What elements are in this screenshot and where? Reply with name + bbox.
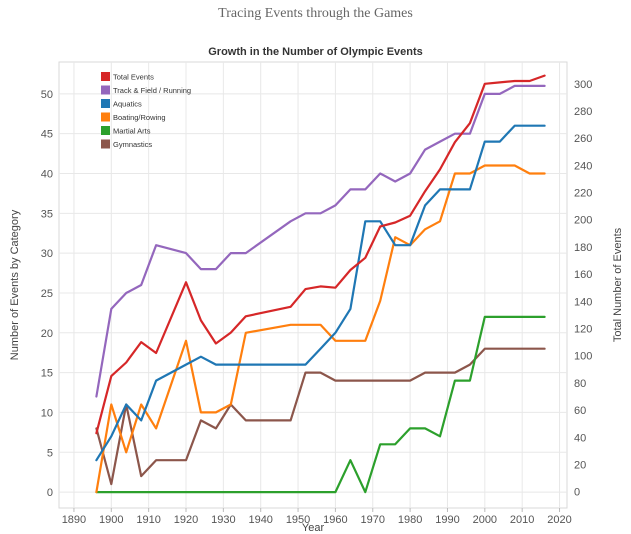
left-y-tick-label: 40 — [41, 169, 53, 181]
x-tick-label: 1920 — [174, 514, 198, 526]
left-y-tick-label: 5 — [47, 447, 53, 459]
right-y-tick-label: 200 — [574, 215, 592, 227]
left-y-tick-labels: 0 5 10 15 20 25 30 35 40 45 50 — [41, 89, 53, 499]
x-tick-label: 1980 — [398, 514, 422, 526]
left-y-tick-label: 20 — [41, 328, 53, 340]
x-tick-label: 1960 — [323, 514, 347, 526]
series-line-boating-rowing — [95, 164, 546, 494]
right-y-tick-label: 220 — [574, 188, 592, 200]
right-y-tick-label: 60 — [574, 405, 586, 417]
legend: Total Events Track & Field / Running Aquat… — [101, 72, 191, 149]
x-tick-label: 1890 — [62, 514, 86, 526]
series-line-martial-arts — [95, 315, 546, 494]
plot-frame — [58, 61, 568, 509]
left-y-tick-label: 15 — [41, 368, 53, 380]
right-y-tick-labels: 0 20 40 60 80 100 120 140 160 180 200 220 240 260 280 3… — [574, 79, 592, 499]
legend-label-aquatics: Aquatics — [113, 100, 142, 109]
right-y-tick-label: 240 — [574, 160, 592, 172]
right-y-tick-label: 300 — [574, 79, 592, 91]
x-tick-label: 1950 — [286, 514, 310, 526]
right-y-tick-label: 260 — [574, 133, 592, 145]
right-y-tick-label: 100 — [574, 351, 592, 363]
right-y-tick-label: 80 — [574, 378, 586, 390]
left-y-tick-label: 0 — [47, 487, 53, 499]
legend-label-boating-rowing: Boating/Rowing — [113, 113, 166, 122]
series-lines — [95, 74, 546, 494]
chart-title: Growth in the Number of Olympic Events — [208, 46, 423, 58]
x-tick-label: 2000 — [473, 514, 497, 526]
x-tick-labels: 1890 1900 1910 1920 1930 1940 1950 1960 1970 1980… — [62, 508, 572, 526]
left-y-tick-label: 45 — [41, 129, 53, 141]
right-y-tick-label: 180 — [574, 242, 592, 254]
x-tick-label: 1900 — [99, 514, 123, 526]
legend-swatch-aquatics — [101, 99, 110, 108]
series-line-total-events — [95, 74, 546, 435]
x-tick-label: 1990 — [435, 514, 459, 526]
page-title: Tracing Events through the Games — [218, 6, 413, 21]
legend-swatch-total-events — [101, 72, 110, 81]
right-y-tick-label: 140 — [574, 296, 592, 308]
left-y-axis-label: Number of Events by Category — [9, 209, 21, 360]
right-y-tick-label: 40 — [574, 432, 586, 444]
x-tick-label: 1910 — [136, 514, 160, 526]
right-y-tick-label: 280 — [574, 106, 592, 118]
left-y-tick-label: 10 — [41, 407, 53, 419]
series-line-aquatics — [95, 124, 546, 462]
left-y-tick-label: 50 — [41, 89, 53, 101]
legend-swatch-track-field-running — [101, 85, 110, 95]
left-y-tick-label: 25 — [41, 288, 53, 300]
left-y-tick-label: 30 — [41, 248, 53, 260]
right-y-tick-label: 160 — [574, 269, 592, 281]
x-tick-label: 2010 — [510, 514, 534, 526]
series-line-track-field-running — [95, 84, 546, 398]
legend-swatch-gymnastics — [101, 139, 110, 149]
x-tick-label: 1940 — [248, 514, 272, 526]
right-y-tick-label: 20 — [574, 459, 586, 471]
x-tick-label: 1930 — [211, 514, 235, 526]
right-y-tick-label: 120 — [574, 324, 592, 336]
x-tick-label: 2020 — [547, 514, 571, 526]
legend-label-track-field-running: Track & Field / Running — [113, 86, 191, 95]
legend-swatch-martial-arts — [101, 126, 110, 135]
left-y-tick-label: 35 — [41, 208, 53, 220]
legend-label-total-events: Total Events — [113, 73, 154, 82]
right-y-tick-label: 0 — [574, 487, 580, 499]
legend-label-gymnastics: Gymnastics — [113, 140, 152, 149]
right-y-axis-label: Total Number of Events — [612, 227, 624, 342]
legend-label-martial-arts: Martial Arts — [113, 127, 151, 136]
legend-swatch-boating-rowing — [101, 112, 110, 122]
x-tick-label: 1970 — [361, 514, 385, 526]
series-line-gymnastics — [95, 347, 546, 486]
x-axis-label: Year — [302, 522, 325, 534]
